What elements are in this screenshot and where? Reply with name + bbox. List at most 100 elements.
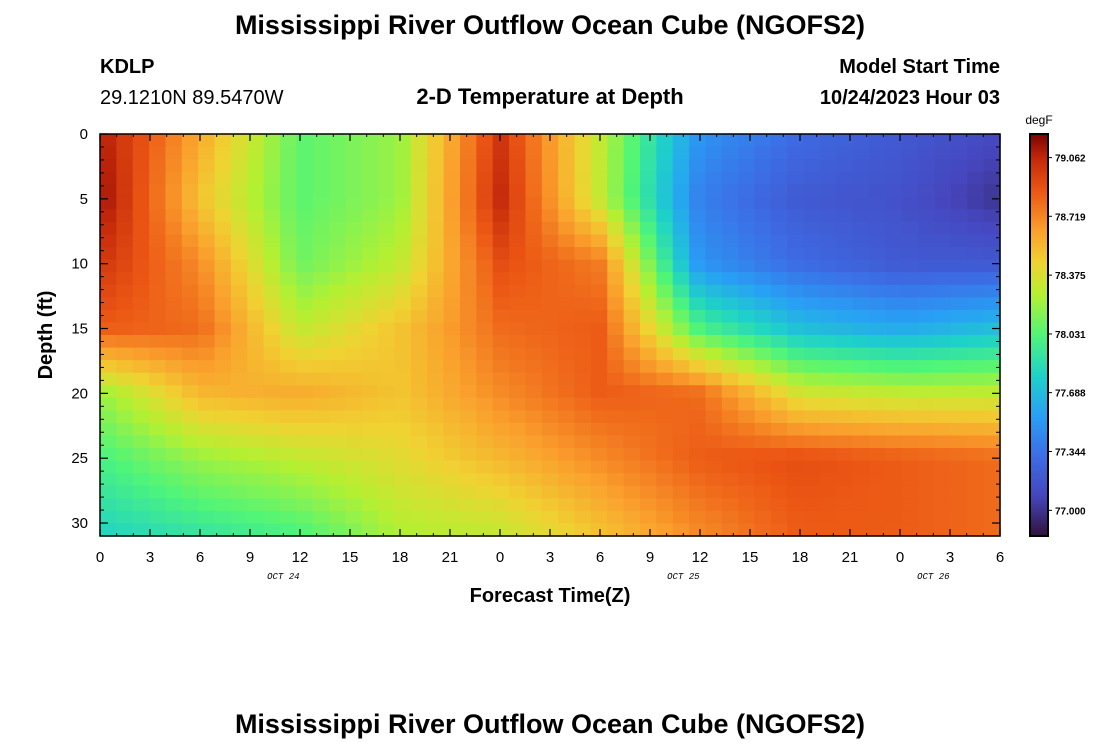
heatmap-cell [558, 196, 576, 210]
heatmap-cell [525, 372, 543, 386]
heatmap-cell [247, 498, 265, 512]
date-label: OCT 24 [267, 572, 299, 582]
heatmap-cell [427, 221, 445, 236]
heatmap-cell [312, 234, 330, 248]
heatmap-cell [721, 134, 739, 148]
heatmap-cell [100, 196, 117, 210]
colorbar-segment [1030, 463, 1048, 467]
heatmap-cell [378, 498, 396, 512]
heatmap-cell [640, 272, 657, 286]
heatmap-cell [738, 221, 756, 236]
heatmap-cell [787, 134, 805, 148]
heatmap-cell [983, 485, 1001, 499]
heatmap-cell [410, 422, 428, 437]
heatmap-cell [476, 372, 494, 386]
chart-subtitle: 2-D Temperature at Depth [416, 84, 684, 109]
heatmap-cell [476, 284, 494, 298]
heatmap-cell [705, 372, 723, 386]
heatmap-cell [247, 159, 265, 173]
colorbar-segment [1030, 186, 1048, 189]
heatmap-cell [918, 171, 936, 185]
heatmap-cell [443, 159, 461, 173]
heatmap-cell [280, 134, 297, 148]
heatmap-cell [754, 259, 772, 273]
heatmap-cell [623, 221, 641, 236]
heatmap-cell [492, 184, 510, 198]
heatmap-cell [132, 498, 150, 512]
heatmap-cell [214, 196, 232, 210]
colorbar-segment [1030, 381, 1048, 384]
colorbar-segment [1030, 421, 1048, 425]
colorbar-segment [1030, 509, 1048, 513]
heatmap-cell [754, 360, 772, 374]
colorbar-segment [1030, 371, 1048, 374]
heatmap-cell [230, 473, 248, 487]
colorbar-segment [1030, 248, 1048, 252]
heatmap-cell [378, 171, 396, 185]
heatmap-cell [672, 435, 690, 449]
heatmap-cell [967, 397, 985, 411]
heatmap-cell [476, 473, 494, 487]
heatmap-cell [394, 297, 412, 311]
heatmap-cell [460, 510, 477, 525]
heatmap-cell [901, 309, 919, 324]
heatmap-cell [296, 247, 314, 261]
heatmap-cell [525, 448, 543, 462]
heatmap-cell [541, 171, 559, 185]
heatmap-cell [525, 460, 543, 474]
heatmap-cell [852, 134, 870, 148]
heatmap-cell [901, 171, 919, 185]
heatmap-cell [329, 397, 347, 411]
heatmap-cell [329, 385, 347, 399]
heatmap-cell [394, 259, 412, 273]
heatmap-cell [983, 510, 1001, 525]
heatmap-cell [590, 485, 608, 499]
heatmap-cell [770, 159, 788, 173]
heatmap-cell [901, 297, 919, 311]
heatmap-cell [460, 221, 477, 236]
colorbar-segment [1030, 254, 1048, 258]
heatmap-cell [165, 259, 183, 273]
heatmap-cell [247, 309, 265, 324]
heatmap-cell [754, 372, 772, 386]
heatmap-cell [263, 385, 281, 399]
heatmap-cell [623, 146, 641, 160]
heatmap-cell [820, 196, 837, 210]
heatmap-cell [427, 297, 445, 311]
heatmap-cell [116, 372, 134, 386]
heatmap-cell [476, 297, 494, 311]
heatmap-cell [509, 272, 527, 286]
heatmap-cell [983, 385, 1001, 399]
heatmap-cell [345, 322, 363, 336]
heatmap-cell [165, 221, 183, 236]
heatmap-cell [345, 347, 363, 361]
heatmap-cell [689, 134, 707, 148]
heatmap-cell [361, 510, 379, 525]
heatmap-cell [132, 209, 150, 223]
heatmap-cell [590, 196, 608, 210]
colorbar-segment [1030, 136, 1048, 139]
heatmap-cell [198, 259, 216, 273]
colorbar-segment [1030, 258, 1048, 262]
heatmap-cell [247, 422, 265, 437]
heatmap-cell [280, 159, 297, 173]
heatmap-cell [460, 209, 477, 223]
heatmap-cell [836, 360, 854, 374]
heatmap-cell [263, 309, 281, 324]
heatmap-cell [361, 410, 379, 424]
heatmap-cell [770, 234, 788, 248]
heatmap-cell [378, 335, 396, 349]
heatmap-cell [754, 410, 772, 424]
heatmap-cell [869, 322, 887, 336]
heatmap-cell [705, 146, 723, 160]
heatmap-cell [869, 435, 887, 449]
heatmap-cell [280, 322, 297, 336]
heatmap-cell [296, 410, 314, 424]
heatmap-cell [394, 347, 412, 361]
heatmap-cell [427, 234, 445, 248]
heatmap-cell [803, 284, 821, 298]
heatmap-cell [312, 460, 330, 474]
heatmap-cell [247, 510, 265, 525]
heatmap-cell [607, 460, 625, 474]
